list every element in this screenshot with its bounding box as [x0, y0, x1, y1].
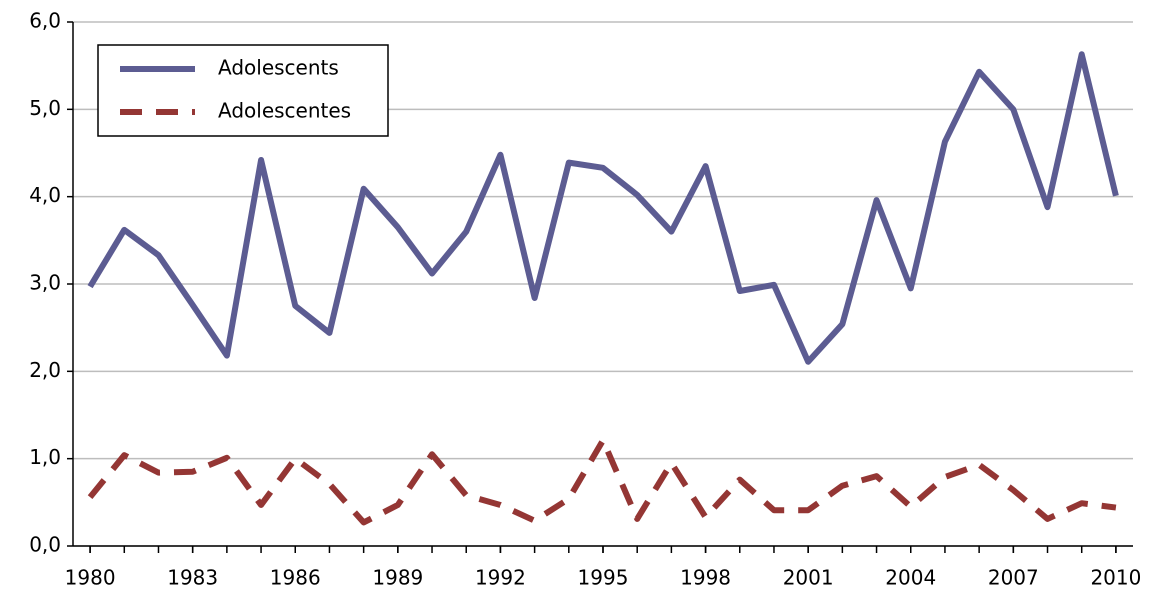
x-tick-label: 1998 — [680, 566, 731, 590]
y-tick-label: 2,0 — [29, 358, 61, 382]
x-tick-label: 2010 — [1090, 566, 1141, 590]
y-tick-label: 6,0 — [29, 9, 61, 33]
series-line — [87, 51, 1119, 365]
legend-box — [97, 44, 389, 137]
series-line — [87, 437, 1117, 526]
y-tick-label: 1,0 — [29, 445, 61, 469]
x-tick-label: 1995 — [578, 566, 629, 590]
x-tick-label: 2004 — [885, 566, 936, 590]
x-tick-label: 1983 — [167, 566, 218, 590]
legend-label: Adolescentes — [218, 99, 351, 123]
x-tick-label: 1986 — [270, 566, 321, 590]
x-tick-label: 2007 — [988, 566, 1039, 590]
y-tick-label: 3,0 — [29, 271, 61, 295]
y-tick-label: 0,0 — [29, 533, 61, 557]
x-tick-label: 1980 — [65, 566, 116, 590]
y-tick-label: 5,0 — [29, 96, 61, 120]
x-tick-label: 1989 — [372, 566, 423, 590]
legend-label: Adolescents — [218, 56, 339, 80]
y-tick-label: 4,0 — [29, 183, 61, 207]
x-tick-label: 2001 — [783, 566, 834, 590]
x-tick-label: 1992 — [475, 566, 526, 590]
